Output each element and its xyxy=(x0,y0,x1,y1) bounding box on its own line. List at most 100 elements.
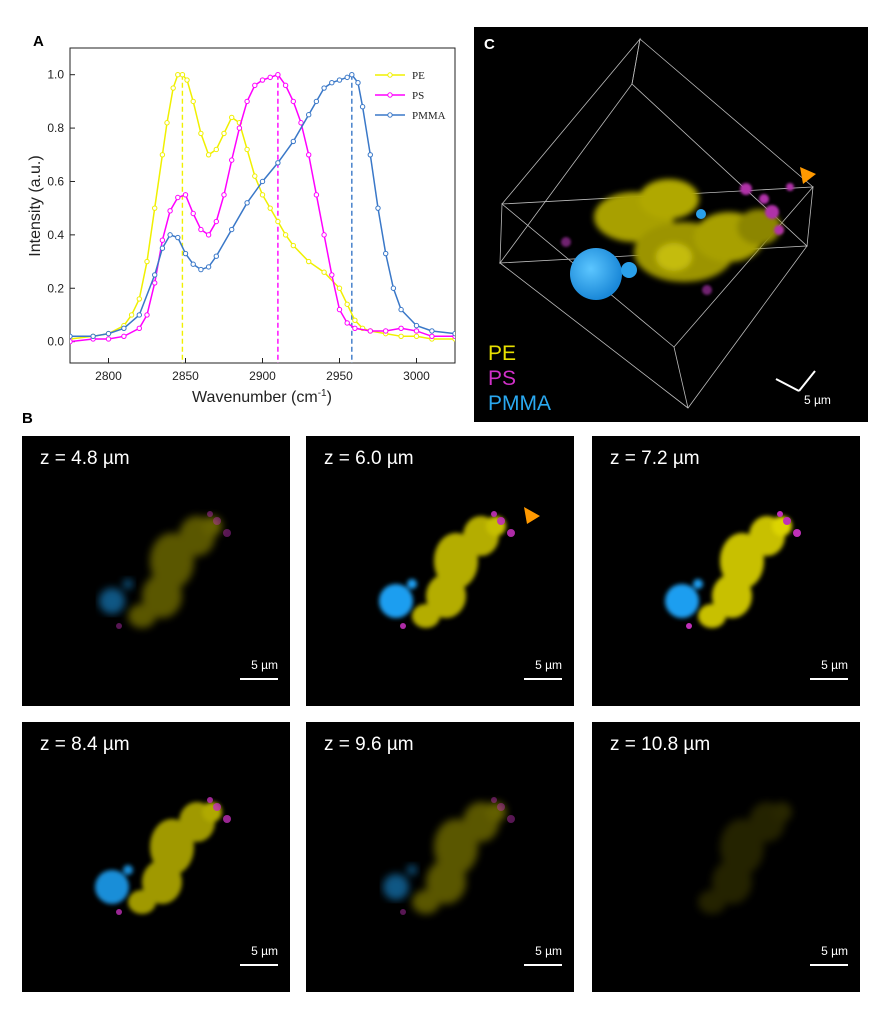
legend-pmma: PMMA xyxy=(488,392,551,415)
data-point-ps xyxy=(413,328,420,334)
y-tick-label: 0.4 xyxy=(47,228,64,242)
data-point-pe xyxy=(152,205,158,211)
series-line-pe xyxy=(70,73,455,340)
data-point-ps xyxy=(321,232,327,238)
legend-label-pmma: PMMA xyxy=(412,110,446,122)
scale-bar-label: 5 µm xyxy=(535,944,562,958)
data-point-pmma xyxy=(175,234,181,241)
data-point-ps xyxy=(398,325,404,331)
data-point-ps xyxy=(167,208,173,214)
data-point-ps xyxy=(267,74,273,81)
data-point-ps xyxy=(367,328,373,334)
data-point-ps xyxy=(259,77,266,83)
data-point-pe xyxy=(128,312,135,318)
pmma-region xyxy=(379,579,417,618)
data-point-pmma xyxy=(306,112,312,118)
scale-bar xyxy=(240,678,278,680)
data-point-ps xyxy=(190,210,196,217)
scale-bar-label: 5 µm xyxy=(821,658,848,672)
legend-ps: PS xyxy=(488,367,517,390)
data-point-pe xyxy=(344,301,350,307)
data-point-ps xyxy=(244,98,250,105)
data-point-pe xyxy=(244,146,250,153)
pe-region xyxy=(412,516,506,628)
data-point-ps xyxy=(306,152,312,158)
data-point-pe xyxy=(336,285,343,291)
data-point-pe xyxy=(321,269,327,275)
z-depth-label: z = 8.4 µm xyxy=(40,734,130,755)
data-point-pe xyxy=(190,98,196,105)
slice-image xyxy=(665,511,801,629)
data-point-pe xyxy=(159,152,166,158)
z-depth-label: z = 7.2 µm xyxy=(610,448,700,469)
data-point-pmma xyxy=(159,245,166,251)
pmma-particles xyxy=(570,209,706,300)
data-point-ps xyxy=(152,280,158,286)
data-point-pmma xyxy=(390,285,397,291)
data-point-pe xyxy=(179,71,186,78)
data-point-pe xyxy=(175,71,181,78)
legend-marker-pe xyxy=(387,72,393,78)
data-point-pe xyxy=(213,146,220,153)
data-point-pmma xyxy=(198,266,204,273)
data-point-pmma xyxy=(70,333,73,340)
data-point-ps xyxy=(290,98,296,105)
data-point-pmma xyxy=(367,152,373,158)
data-point-pmma xyxy=(136,312,143,318)
y-tick-label: 1.0 xyxy=(47,68,64,82)
arrow-marker-icon xyxy=(800,167,816,184)
data-point-pe xyxy=(306,258,312,265)
data-point-pmma xyxy=(275,160,281,166)
data-point-pe xyxy=(184,77,190,83)
data-point-ps xyxy=(221,192,227,198)
z-slice-5: z = 9.6 µm 5 µm xyxy=(306,722,574,992)
data-point-pmma xyxy=(336,77,343,83)
data-point-pmma xyxy=(375,205,381,211)
data-point-pmma xyxy=(413,322,420,329)
y-tick-label: 0.2 xyxy=(47,281,64,295)
x-axis-title: Wavenumber (cm-1) xyxy=(192,388,332,406)
data-point-ps xyxy=(144,312,150,318)
orientation-axes-icon xyxy=(775,370,816,392)
scale-bar-label: 5 µm xyxy=(251,944,278,958)
scale-bar-label: 5 µm xyxy=(821,944,848,958)
data-point-pe xyxy=(259,192,266,198)
ps-region xyxy=(400,797,515,915)
data-point-pmma xyxy=(259,178,266,185)
z-slice-4: z = 8.4 µm 5 µm xyxy=(22,722,290,992)
data-point-pmma xyxy=(121,325,127,331)
data-point-pmma xyxy=(355,80,361,86)
panel-label-a: A xyxy=(33,33,44,50)
z-slice-1: z = 4.8 µm 5 µm xyxy=(22,436,290,706)
data-point-pe xyxy=(205,152,212,158)
z-depth-label: z = 6.0 µm xyxy=(324,448,414,469)
data-point-pe xyxy=(267,205,273,211)
data-point-pmma xyxy=(182,250,189,257)
data-point-pmma xyxy=(213,253,220,259)
data-point-pe xyxy=(275,218,281,225)
scale-bar xyxy=(810,678,848,680)
z-depth-label: z = 9.6 µm xyxy=(324,734,414,755)
data-point-pe xyxy=(229,114,235,121)
data-point-pmma xyxy=(349,71,355,78)
scale-bar xyxy=(240,964,278,966)
data-point-ps xyxy=(313,192,320,198)
data-point-ps xyxy=(383,328,389,334)
data-point-pmma xyxy=(313,98,320,105)
data-point-pe xyxy=(198,130,204,137)
ps-region xyxy=(116,797,231,915)
data-point-ps xyxy=(213,218,220,225)
data-point-pmma xyxy=(167,232,173,238)
x-tick-label: 2850 xyxy=(172,369,199,383)
slice-image xyxy=(698,802,792,914)
data-point-ps xyxy=(159,237,166,243)
pe-region xyxy=(698,802,792,914)
z-depth-label: z = 4.8 µm xyxy=(40,448,130,469)
data-point-ps xyxy=(282,82,289,89)
data-point-ps xyxy=(236,125,243,131)
data-point-pe xyxy=(136,296,143,302)
data-point-pmma xyxy=(383,250,389,257)
x-tick-label: 2950 xyxy=(326,369,353,383)
x-axis-title-superscript: -1 xyxy=(318,388,327,399)
data-point-pe xyxy=(290,242,296,249)
